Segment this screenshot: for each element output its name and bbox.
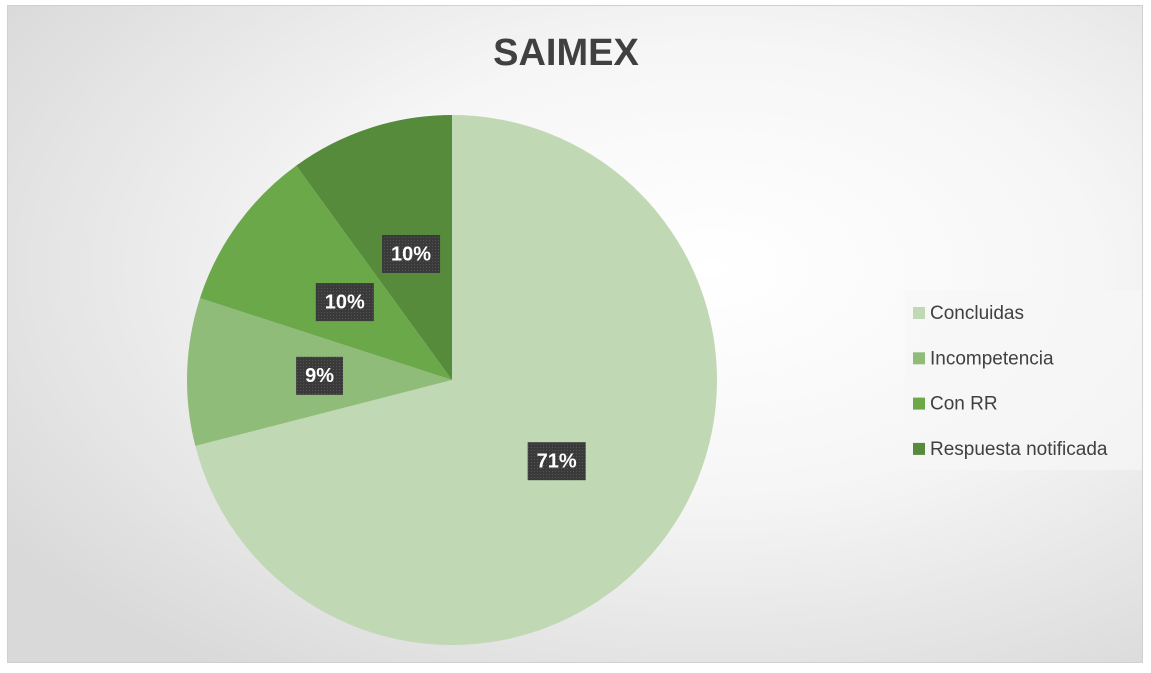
- data-label-box: [315, 283, 374, 322]
- data-label-box: [527, 442, 586, 481]
- legend-swatch: [913, 442, 925, 455]
- data-label: 71%: [537, 450, 577, 472]
- data-label-box: [296, 356, 344, 395]
- data-label: 10%: [391, 243, 431, 265]
- pie: [187, 115, 718, 645]
- chart-title: SAIMEX: [493, 32, 639, 74]
- data-labels: 71% 9% 10% 10%: [296, 234, 586, 481]
- data-label: 10%: [325, 291, 365, 313]
- legend-swatch: [913, 397, 925, 410]
- legend-box: [905, 290, 1142, 470]
- pie-slice: [199, 165, 452, 380]
- data-label: 9%: [305, 365, 334, 387]
- legend-swatch: [913, 307, 925, 319]
- legend-label: Concluidas: [930, 303, 1024, 324]
- legend-label: Incompetencia: [930, 348, 1054, 369]
- legend-swatch: [913, 352, 925, 365]
- legend: Concluidas Incompetencia Con RR Respuesta n…: [913, 303, 1108, 460]
- legend-label: Respuesta notificada: [930, 439, 1108, 460]
- legend-label: Con RR: [930, 394, 998, 415]
- pie-slice: [195, 115, 718, 645]
- data-label-box: [382, 234, 441, 273]
- pie-slice: [296, 115, 452, 380]
